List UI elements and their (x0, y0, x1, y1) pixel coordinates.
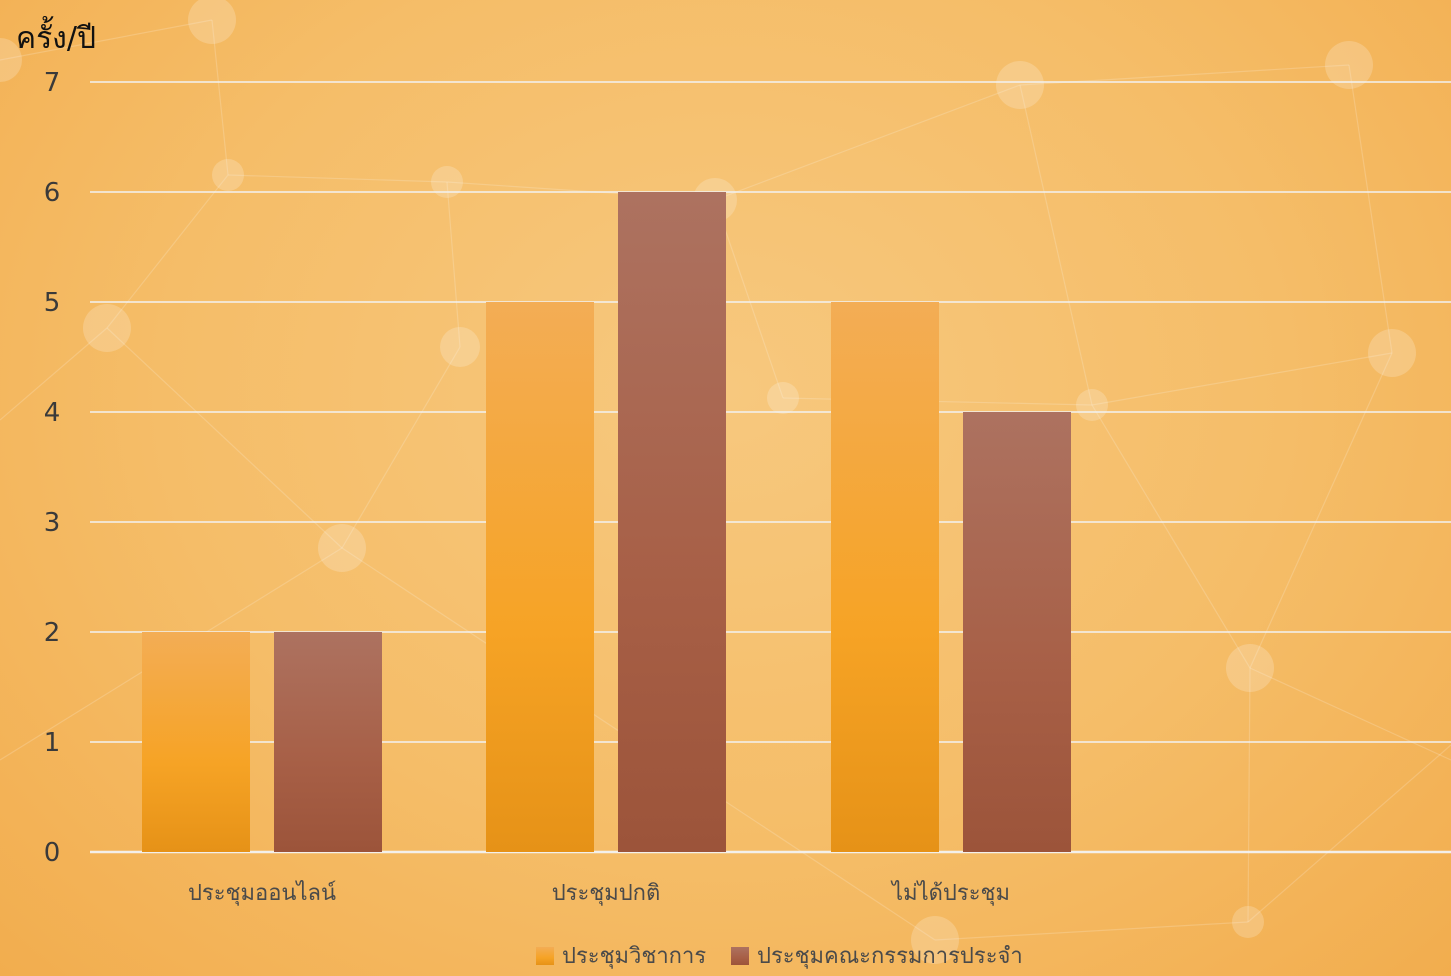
bars (142, 192, 1071, 852)
x-category-label: ประชุมออนไลน์ (188, 880, 336, 906)
legend-swatch (536, 947, 554, 965)
x-axis-categories: ประชุมออนไลน์ ประชุมปกติ ไม่ได้ประชุม (188, 880, 1010, 906)
gridlines (90, 81, 1451, 854)
bar (274, 632, 382, 852)
y-tick-label: 0 (44, 838, 61, 868)
legend: ประชุมวิชาการ ประชุมคณะกรรมการประจำ (536, 944, 1023, 969)
bar (486, 302, 594, 852)
x-category-label: ไม่ได้ประชุม (890, 880, 1010, 906)
bar (831, 302, 939, 852)
bar (618, 192, 726, 852)
x-category-label: ประชุมปกติ (552, 881, 661, 906)
y-tick-label: 4 (44, 398, 61, 428)
bar (142, 632, 250, 852)
legend-swatch (731, 947, 749, 965)
y-axis-label: ครั้ง/ปี (16, 16, 96, 56)
y-tick-label: 2 (44, 618, 61, 648)
legend-label: ประชุมคณะกรรมการประจำ (757, 944, 1023, 969)
y-tick-label: 5 (44, 288, 61, 318)
y-axis-ticks: 0 1 2 3 4 5 6 7 (44, 68, 61, 868)
y-tick-label: 3 (44, 508, 61, 538)
bar (963, 412, 1071, 852)
y-tick-label: 1 (44, 728, 61, 758)
y-tick-label: 6 (44, 178, 61, 208)
legend-label: ประชุมวิชาการ (562, 944, 706, 969)
y-tick-label: 7 (44, 68, 61, 98)
